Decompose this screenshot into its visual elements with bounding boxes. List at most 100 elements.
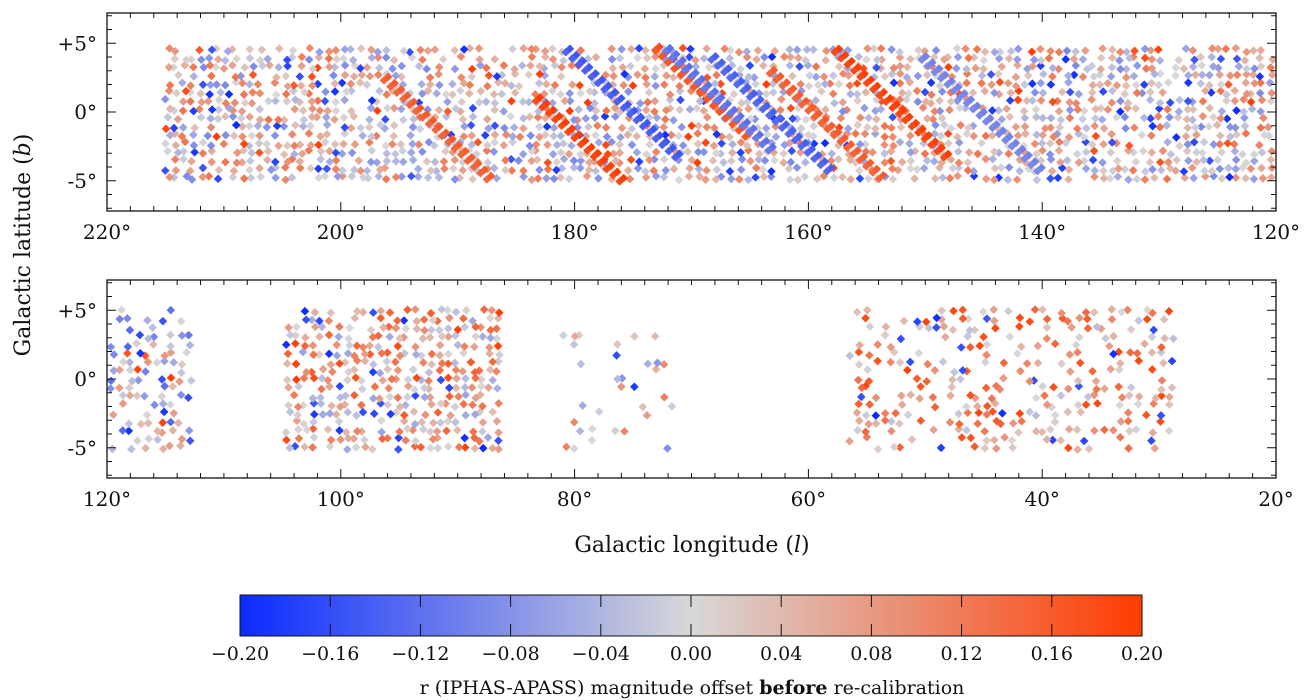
field-marker <box>1048 97 1058 107</box>
field-marker <box>838 69 848 78</box>
field-marker <box>880 121 890 131</box>
field-marker <box>1121 81 1131 91</box>
field-marker <box>871 419 881 428</box>
field-marker <box>232 158 242 168</box>
field-marker <box>282 55 292 65</box>
field-marker <box>1101 334 1110 343</box>
field-marker <box>1015 313 1025 323</box>
field-marker <box>1116 107 1125 116</box>
field-marker <box>165 172 174 182</box>
field-marker <box>852 89 862 99</box>
field-marker <box>240 63 250 72</box>
field-marker <box>1016 342 1026 351</box>
field-marker <box>895 78 905 88</box>
field-marker <box>855 340 864 350</box>
field-marker <box>307 367 316 377</box>
field-marker <box>240 98 250 108</box>
field-marker <box>488 357 497 367</box>
field-marker <box>535 93 545 102</box>
field-marker <box>1171 63 1181 72</box>
field-marker <box>1131 425 1141 434</box>
field-marker <box>535 62 545 71</box>
field-marker <box>409 114 418 124</box>
field-marker <box>490 130 500 140</box>
field-marker <box>456 86 465 96</box>
field-marker <box>825 79 835 88</box>
field-marker <box>314 53 324 62</box>
field-marker <box>322 130 332 139</box>
field-marker <box>589 157 599 166</box>
field-marker <box>382 149 392 158</box>
field-marker <box>527 44 536 54</box>
field-marker <box>443 417 453 426</box>
field-marker <box>378 434 387 444</box>
field-marker <box>534 107 543 116</box>
field-marker <box>752 98 761 108</box>
field-marker <box>441 128 451 137</box>
field-marker <box>1092 384 1101 394</box>
field-marker <box>424 368 434 377</box>
field-marker <box>187 157 196 166</box>
field-marker <box>926 140 936 150</box>
field-marker <box>1050 410 1060 420</box>
field-marker <box>729 89 739 99</box>
field-marker <box>413 172 423 182</box>
field-marker <box>952 96 962 106</box>
field-marker <box>487 306 497 315</box>
field-marker <box>539 64 549 73</box>
field-marker <box>1140 44 1150 54</box>
field-marker <box>1165 113 1174 122</box>
field-marker <box>211 62 221 72</box>
field-marker <box>301 315 311 325</box>
field-marker <box>977 138 986 148</box>
field-marker <box>461 374 470 383</box>
field-marker <box>325 442 335 451</box>
field-marker <box>468 316 477 326</box>
field-marker <box>651 52 660 62</box>
field-marker <box>999 358 1009 368</box>
field-marker <box>1073 400 1083 410</box>
field-marker <box>836 113 846 123</box>
field-marker <box>475 55 484 64</box>
field-marker <box>1083 392 1093 402</box>
field-marker <box>602 78 611 88</box>
field-marker <box>901 95 911 104</box>
field-marker <box>153 426 162 436</box>
field-marker <box>1120 112 1130 122</box>
field-marker <box>854 375 863 385</box>
field-marker <box>106 376 116 386</box>
field-marker <box>419 425 428 434</box>
field-marker <box>1073 376 1083 386</box>
field-marker <box>1038 130 1048 140</box>
field-marker <box>158 399 168 409</box>
field-marker <box>1148 165 1157 174</box>
field-marker <box>693 78 703 87</box>
field-marker <box>624 113 634 123</box>
field-marker <box>994 106 1003 115</box>
field-marker <box>441 147 450 156</box>
field-marker <box>416 375 426 385</box>
field-marker <box>796 147 805 157</box>
field-marker <box>887 45 896 54</box>
field-marker <box>444 383 454 393</box>
field-marker <box>459 348 468 358</box>
field-marker <box>411 436 420 446</box>
field-marker <box>758 104 768 114</box>
field-marker <box>981 383 991 393</box>
field-marker <box>1189 173 1198 183</box>
field-marker <box>315 316 324 326</box>
field-marker <box>856 72 865 82</box>
field-marker <box>443 107 453 116</box>
field-marker <box>615 177 624 186</box>
field-marker <box>1036 78 1046 88</box>
field-marker <box>1011 122 1021 132</box>
field-marker <box>346 106 356 116</box>
field-marker <box>1141 167 1150 176</box>
field-marker <box>822 46 831 56</box>
field-marker <box>509 123 519 132</box>
field-marker <box>896 69 905 79</box>
field-marker <box>213 114 223 124</box>
field-marker <box>1013 44 1023 54</box>
field-marker <box>565 106 575 116</box>
field-marker <box>1265 78 1275 88</box>
